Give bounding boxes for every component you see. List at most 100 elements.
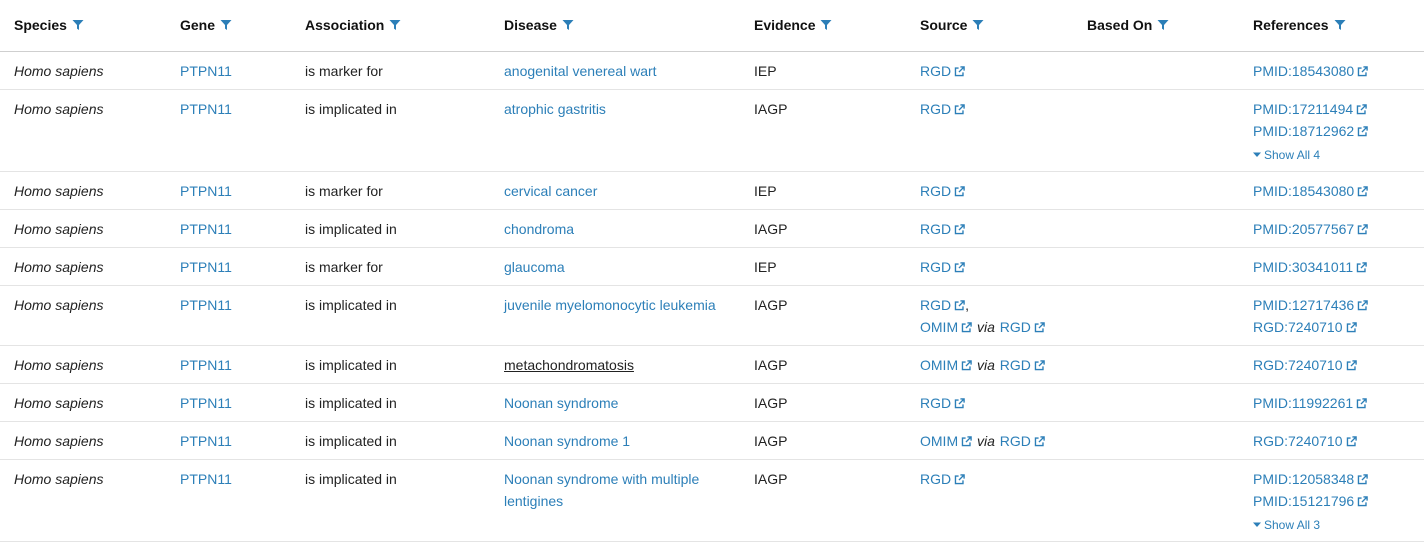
column-header-label[interactable]: Association: [305, 16, 385, 33]
filter-icon[interactable]: [562, 19, 574, 31]
gene-link[interactable]: PTPN11: [180, 297, 232, 313]
column-header[interactable]: Association: [291, 0, 490, 52]
reference-label: PMID:17211494: [1253, 101, 1354, 117]
source-link[interactable]: RGD: [920, 63, 965, 79]
column-header[interactable]: Disease: [490, 0, 740, 52]
source-link[interactable]: OMIM: [920, 433, 972, 449]
source-link[interactable]: RGD: [920, 471, 965, 487]
reference-link[interactable]: PMID:12058348: [1253, 471, 1368, 487]
source-link[interactable]: RGD: [920, 221, 965, 237]
reference-line: PMID:17211494: [1253, 98, 1424, 120]
reference-link[interactable]: PMID:30341011: [1253, 259, 1367, 275]
disease-link[interactable]: Noonan syndrome 1: [504, 433, 631, 449]
show-all-toggle[interactable]: Show All 4: [1253, 146, 1320, 164]
reference-line: PMID:12717436: [1253, 294, 1424, 316]
based-on-cell: [1073, 171, 1239, 210]
external-link-icon: [1356, 104, 1367, 115]
external-link-icon: [954, 398, 965, 409]
disease-link[interactable]: atrophic gastritis: [504, 101, 606, 117]
reference-link[interactable]: PMID:11992261: [1253, 395, 1367, 411]
reference-link[interactable]: RGD:7240710: [1253, 357, 1357, 373]
reference-link[interactable]: PMID:18543080: [1253, 63, 1368, 79]
source-link[interactable]: RGD: [920, 259, 965, 275]
based-on-cell: [1073, 345, 1239, 384]
source-link[interactable]: RGD: [920, 395, 965, 411]
disease-link[interactable]: chondroma: [504, 221, 575, 237]
gene-link[interactable]: PTPN11: [180, 221, 232, 237]
filter-icon[interactable]: [389, 19, 401, 31]
gene-cell: PTPN11: [166, 171, 291, 210]
source-link[interactable]: OMIM: [920, 319, 972, 335]
reference-label: PMID:15121796: [1253, 493, 1355, 509]
disease-cell: juvenile myelomonocytic leukemia: [490, 285, 740, 346]
gene-link[interactable]: PTPN11: [180, 183, 232, 199]
filter-icon[interactable]: [72, 19, 84, 31]
reference-link[interactable]: PMID:18712962: [1253, 123, 1368, 139]
gene-link[interactable]: PTPN11: [180, 433, 232, 449]
based-on-cell: [1073, 247, 1239, 286]
filter-icon[interactable]: [1157, 19, 1169, 31]
column-header[interactable]: References: [1239, 0, 1424, 52]
gene-link[interactable]: PTPN11: [180, 395, 232, 411]
reference-link[interactable]: PMID:18543080: [1253, 183, 1368, 199]
source-link[interactable]: RGD: [1000, 357, 1045, 373]
reference-link[interactable]: PMID:15121796: [1253, 493, 1368, 509]
column-header-label[interactable]: Disease: [504, 16, 557, 33]
source-link[interactable]: RGD: [920, 183, 965, 199]
column-header[interactable]: Evidence: [740, 0, 906, 52]
source-line: RGD: [920, 218, 1073, 240]
disease-link[interactable]: juvenile myelomonocytic leukemia: [504, 297, 716, 313]
source-line: RGD: [920, 98, 1073, 120]
disease-link[interactable]: anogenital venereal wart: [504, 63, 657, 79]
source-link[interactable]: RGD: [920, 297, 965, 313]
column-header[interactable]: Species: [0, 0, 166, 52]
gene-link[interactable]: PTPN11: [180, 357, 232, 373]
column-header-label[interactable]: Gene: [180, 16, 216, 33]
reference-link[interactable]: RGD:7240710: [1253, 433, 1357, 449]
gene-link[interactable]: PTPN11: [180, 259, 232, 275]
reference-link[interactable]: PMID:20577567: [1253, 221, 1368, 237]
source-link[interactable]: OMIM: [920, 357, 972, 373]
source-link-label: OMIM: [920, 433, 959, 449]
disease-link[interactable]: metachondromatosis: [504, 357, 634, 373]
column-header-label[interactable]: References: [1253, 16, 1329, 33]
column-header-label[interactable]: Evidence: [754, 16, 816, 33]
reference-line: PMID:12058348: [1253, 468, 1424, 490]
filter-icon[interactable]: [972, 19, 984, 31]
reference-link[interactable]: RGD:7240710: [1253, 319, 1357, 335]
source-line: RGD: [920, 468, 1073, 490]
filter-icon[interactable]: [220, 19, 232, 31]
association-text: is implicated in: [305, 221, 397, 237]
source-link[interactable]: RGD: [920, 101, 965, 117]
source-link[interactable]: RGD: [1000, 319, 1045, 335]
column-header[interactable]: Based On: [1073, 0, 1239, 52]
reference-link[interactable]: PMID:12717436: [1253, 297, 1368, 313]
references-cell: PMID:11992261: [1239, 383, 1424, 422]
filter-icon[interactable]: [820, 19, 832, 31]
column-header-label[interactable]: Source: [920, 16, 968, 33]
source-link[interactable]: RGD: [1000, 433, 1045, 449]
column-header-label[interactable]: Species: [14, 16, 67, 33]
column-header[interactable]: Source: [906, 0, 1073, 52]
disease-link[interactable]: Noonan syndrome: [504, 395, 619, 411]
gene-link[interactable]: PTPN11: [180, 101, 232, 117]
show-all-toggle[interactable]: Show All 3: [1253, 516, 1320, 534]
gene-link[interactable]: PTPN11: [180, 471, 232, 487]
references-cell: RGD:7240710: [1239, 421, 1424, 460]
column-header-label[interactable]: Based On: [1087, 16, 1153, 33]
evidence-code: IAGP: [754, 357, 788, 373]
disease-link[interactable]: cervical cancer: [504, 183, 598, 199]
species-text: Homo sapiens: [14, 259, 104, 275]
gene-link[interactable]: PTPN11: [180, 63, 232, 79]
reference-link[interactable]: PMID:17211494: [1253, 101, 1367, 117]
caret-down-icon: [1253, 522, 1261, 527]
evidence-cell: IAGP: [740, 285, 906, 346]
column-header[interactable]: Gene: [166, 0, 291, 52]
disease-cell: glaucoma: [490, 247, 740, 286]
disease-link[interactable]: Noonan syndrome with multiple lentigines: [504, 471, 700, 509]
source-link-label: RGD: [999, 433, 1031, 449]
disease-link[interactable]: glaucoma: [504, 259, 565, 275]
source-cell: RGD: [906, 383, 1073, 422]
filter-icon[interactable]: [1334, 19, 1346, 31]
table-row: Homo sapiens PTPN11 is implicated in chondr…: [0, 209, 1424, 248]
